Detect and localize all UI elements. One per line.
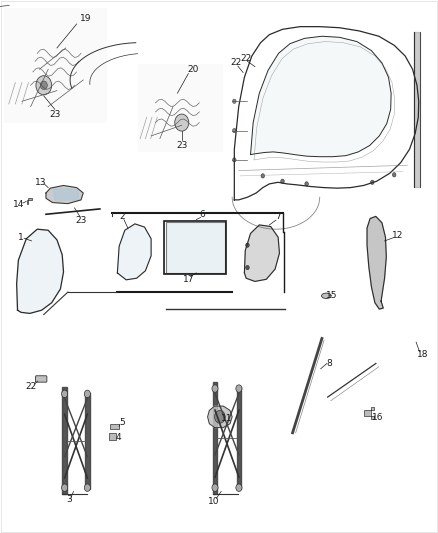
Circle shape: [236, 385, 242, 392]
Text: 6: 6: [199, 210, 205, 219]
Text: 15: 15: [326, 291, 338, 300]
Circle shape: [233, 128, 236, 133]
Polygon shape: [367, 216, 386, 309]
Text: 4: 4: [116, 433, 121, 441]
Circle shape: [40, 81, 47, 90]
FancyBboxPatch shape: [35, 376, 47, 382]
Circle shape: [36, 76, 52, 95]
Text: 17: 17: [183, 276, 194, 284]
Text: 10: 10: [208, 497, 219, 505]
Circle shape: [215, 410, 225, 423]
Text: 20: 20: [187, 65, 198, 74]
Text: 22: 22: [25, 383, 36, 391]
Polygon shape: [110, 424, 119, 429]
Text: 5: 5: [119, 418, 125, 426]
Text: 16: 16: [372, 414, 383, 422]
Polygon shape: [117, 224, 151, 280]
Text: 22: 22: [230, 59, 241, 67]
Circle shape: [84, 390, 90, 398]
Polygon shape: [251, 36, 391, 157]
Text: 19: 19: [80, 14, 91, 23]
Text: 13: 13: [35, 178, 46, 187]
Circle shape: [246, 265, 249, 270]
Circle shape: [61, 484, 67, 491]
Circle shape: [61, 390, 67, 398]
Circle shape: [261, 174, 265, 178]
Polygon shape: [46, 185, 83, 204]
Circle shape: [281, 179, 284, 183]
Text: 18: 18: [417, 350, 429, 359]
Circle shape: [175, 114, 189, 131]
Polygon shape: [62, 387, 67, 494]
Circle shape: [371, 180, 374, 184]
Text: 3: 3: [66, 496, 72, 504]
Text: 22: 22: [240, 54, 252, 63]
FancyBboxPatch shape: [138, 64, 223, 152]
Text: 1: 1: [18, 233, 24, 241]
Polygon shape: [364, 407, 374, 419]
Circle shape: [236, 484, 242, 491]
Text: 12: 12: [392, 231, 403, 240]
Circle shape: [305, 182, 308, 186]
Circle shape: [233, 158, 236, 162]
Circle shape: [84, 484, 90, 491]
Text: 8: 8: [326, 359, 332, 368]
Polygon shape: [244, 225, 279, 281]
Polygon shape: [85, 393, 89, 489]
Circle shape: [212, 484, 218, 491]
Polygon shape: [109, 433, 116, 440]
Text: 14: 14: [13, 200, 24, 208]
Text: 23: 23: [176, 141, 187, 150]
FancyBboxPatch shape: [4, 8, 107, 123]
Polygon shape: [27, 198, 32, 204]
Text: 23: 23: [49, 110, 60, 119]
Polygon shape: [213, 382, 217, 494]
Polygon shape: [237, 387, 241, 489]
Text: 11: 11: [221, 414, 233, 423]
Text: 7: 7: [275, 213, 281, 221]
Polygon shape: [17, 229, 64, 313]
Polygon shape: [53, 189, 79, 200]
Ellipse shape: [321, 293, 331, 298]
Text: 2: 2: [120, 212, 125, 221]
Text: 23: 23: [75, 216, 87, 224]
Circle shape: [233, 99, 236, 103]
FancyBboxPatch shape: [166, 222, 225, 273]
Circle shape: [392, 173, 396, 177]
Polygon shape: [414, 32, 420, 187]
Circle shape: [212, 385, 218, 392]
Circle shape: [246, 243, 249, 247]
Polygon shape: [208, 406, 232, 427]
